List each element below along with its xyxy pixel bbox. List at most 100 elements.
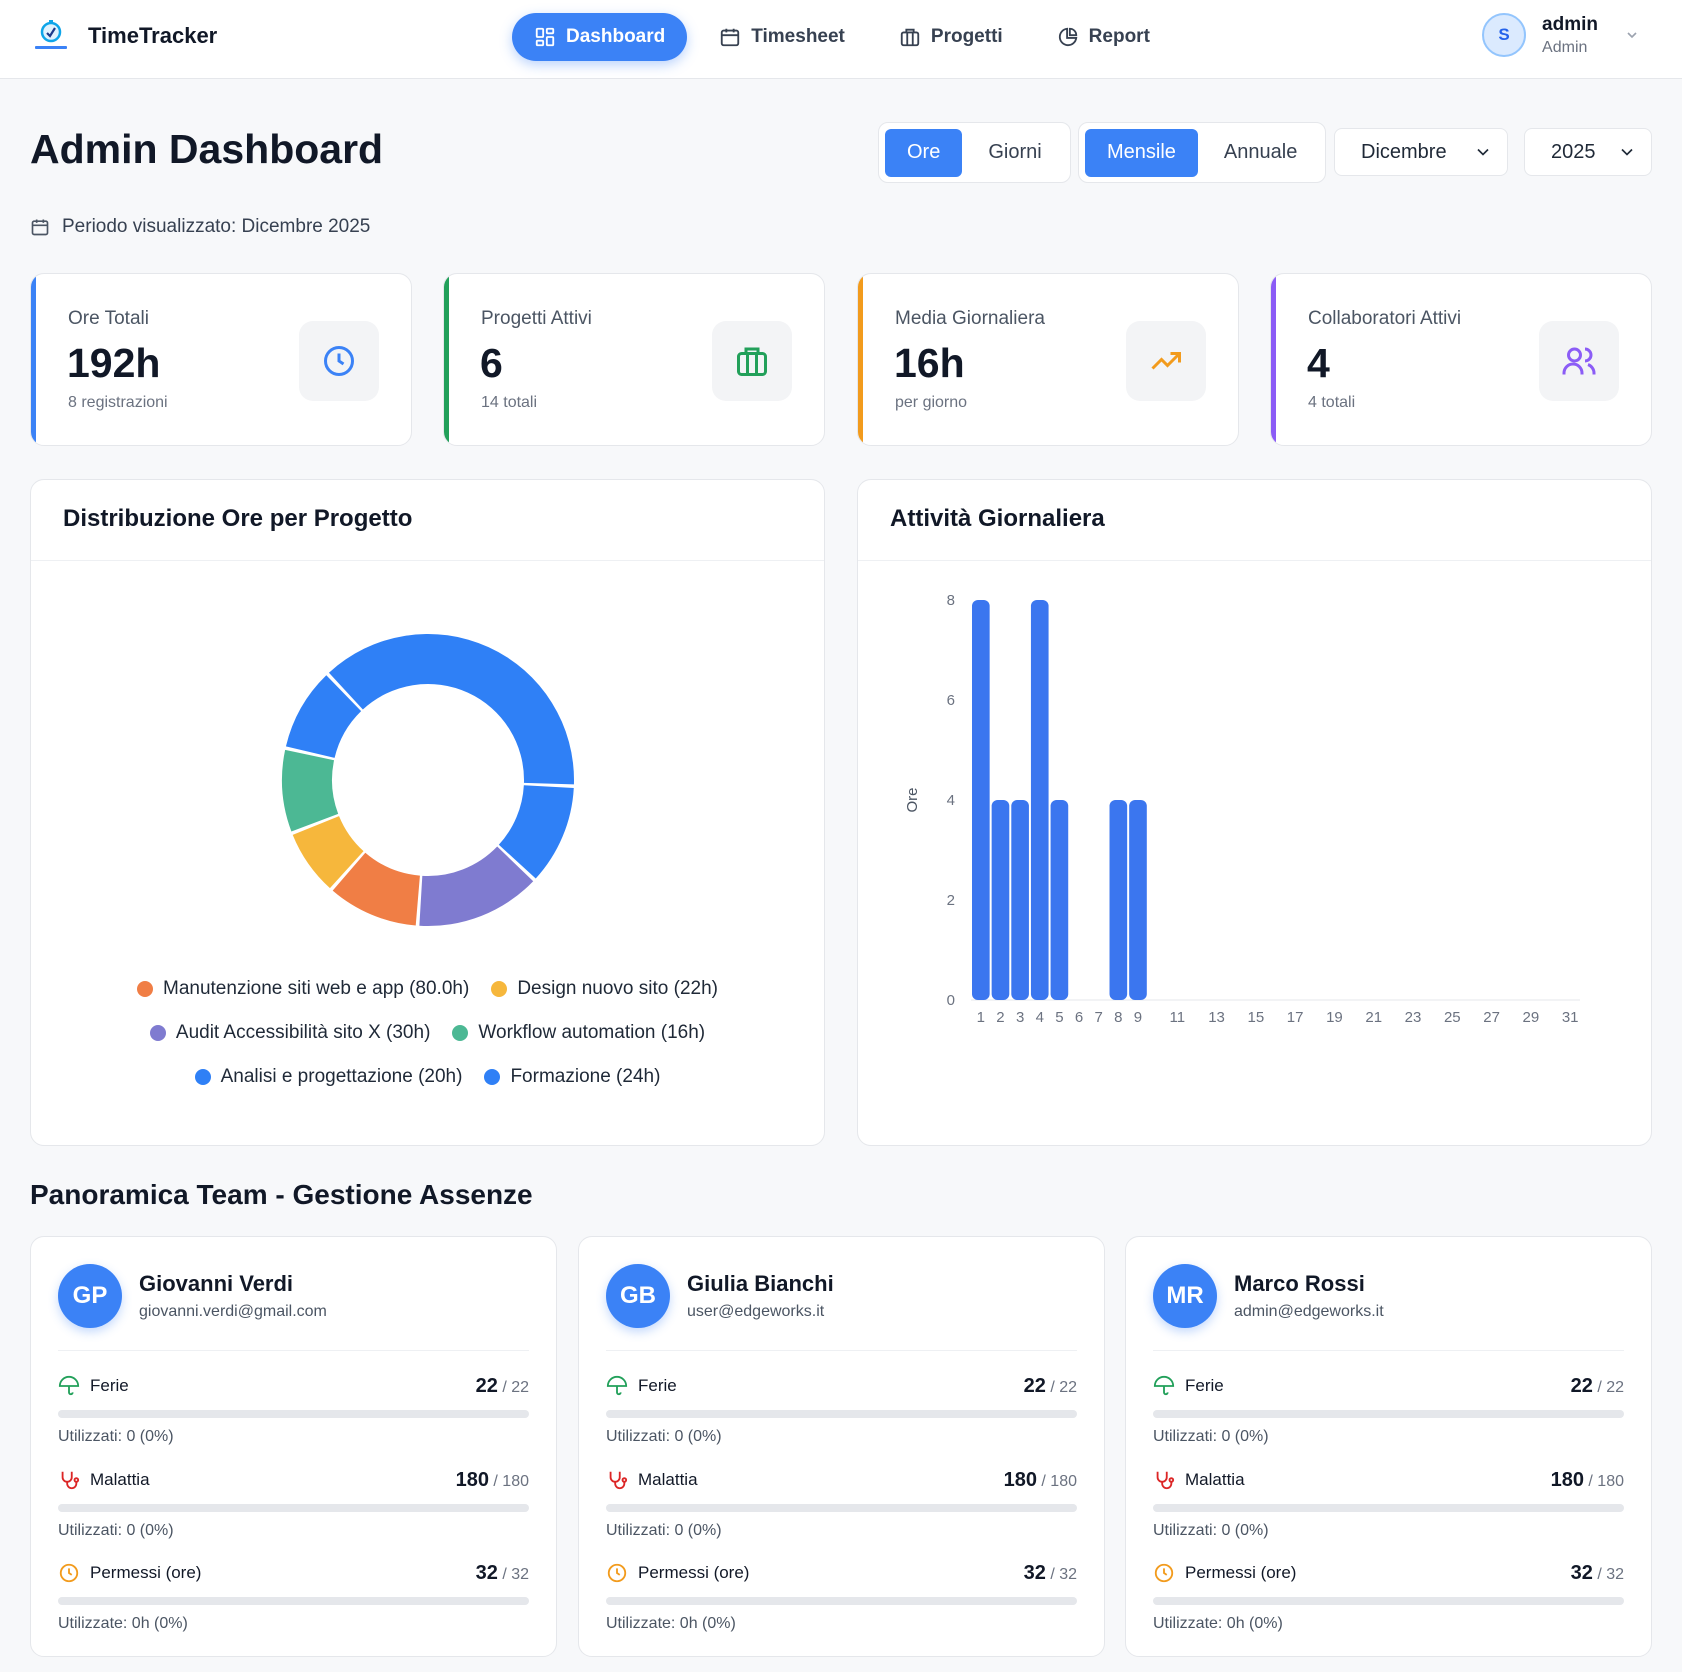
bar[interactable] [1109,800,1128,1000]
member-email: giovanni.verdi@gmail.com [139,1303,327,1320]
bar[interactable] [1011,800,1029,1000]
x-tick-label: 23 [1405,1009,1422,1026]
chevron-down-icon [1621,148,1633,156]
donut-slice[interactable] [328,634,574,785]
stat-label: Collaboratori Attivi [1308,308,1462,329]
avatar: GB [606,1264,670,1328]
app-name: TimeTracker [88,23,218,48]
donut-slice[interactable] [282,749,339,832]
absence-progress [1153,1410,1624,1418]
legend-item[interactable]: Formazione (24h) [484,1066,660,1088]
clock-icon [1154,1563,1174,1583]
toggle-mensile[interactable]: Mensile [1085,128,1198,177]
y-axis-label: Ore [904,787,921,812]
absence-progress [58,1504,529,1512]
absence-progress [606,1410,1077,1418]
legend-label: Workflow automation (16h) [478,1022,706,1043]
x-tick-label: 9 [1134,1009,1142,1026]
legend-row: Manutenzione siti web e app (80.0h) Desi… [137,978,718,1000]
donut-slice[interactable] [292,816,364,889]
year-select[interactable]: 2025 [1524,128,1652,176]
users-icon [1539,321,1619,401]
stat-card-ore-totali: Ore Totali 192h 8 registrazioni [30,273,412,446]
member-email: user@edgeworks.it [687,1303,825,1320]
absence-total: / 180 [1588,1472,1624,1490]
team-member-card: GB Giulia Bianchi user@edgeworks.it Feri… [578,1236,1105,1657]
donut-slice[interactable] [285,675,362,758]
stat-card-progetti-attivi: Progetti Attivi 6 14 totali [443,273,825,446]
legend-item[interactable]: Analisi e progettazione (20h) [194,1066,463,1088]
bar[interactable] [972,600,990,1000]
absence-label: Ferie [58,1375,129,1397]
donut-slice[interactable] [332,852,420,926]
absence-used: Utilizzati: 0 (0%) [1153,1428,1269,1445]
absence-total: / 32 [502,1565,529,1583]
nav-report[interactable]: Report [1035,13,1172,61]
absence-total: / 180 [493,1472,529,1490]
legend-item[interactable]: Design nuovo sito (22h) [491,978,718,1000]
absence-label-text: Malattia [1185,1470,1245,1489]
absence-count: 180 / 180 [1004,1469,1077,1492]
bar[interactable] [991,800,1010,1000]
absence-label: Ferie [1153,1375,1224,1397]
bar[interactable] [1050,800,1069,1000]
stat-card-media-giornaliera: Media Giornaliera 16h per giorno [857,273,1239,446]
toggle-giorni[interactable]: Giorni [988,141,1042,163]
brand[interactable]: TimeTracker [32,18,217,54]
absence-label: Malattia [1153,1469,1245,1491]
toggle-ore[interactable]: Ore [885,128,963,177]
legend-label: Analisi e progettazione (20h) [220,1066,463,1087]
divider [606,1350,1077,1351]
user-role: Admin [1542,38,1588,56]
absence-progress [606,1504,1077,1512]
absence-total: / 22 [1050,1378,1077,1396]
stethoscope-icon [1156,1471,1175,1490]
bar[interactable] [1129,800,1147,1000]
stat-label: Progetti Attivi [481,308,592,329]
legend-item[interactable]: Audit Accessibilità sito X (30h) [149,1022,430,1044]
briefcase-icon [900,28,920,47]
user-menu[interactable]: S admin Admin [1482,13,1640,57]
absence-remaining: 180 [1003,1468,1037,1491]
absence-remaining: 22 [475,1374,498,1397]
umbrella-icon [1153,1375,1175,1396]
month-select[interactable]: Dicembre [1334,128,1508,176]
page-title: Admin Dashboard [30,126,384,172]
legend-dot [137,981,153,997]
team-member-card: MR Marco Rossi admin@edgeworks.it Ferie 2… [1125,1236,1652,1657]
donut-legend: Manutenzione siti web e app (80.0h) Desi… [31,978,824,1088]
year-select-value: 2025 [1551,140,1596,163]
month-select-value: Dicembre [1361,140,1447,163]
absence-remaining: 32 [475,1561,498,1584]
x-tick-label: 31 [1562,1009,1579,1026]
divider [58,1350,529,1351]
y-tick-label: 4 [947,792,955,809]
x-tick-label: 1 [977,1009,985,1026]
y-tick-label: 0 [947,992,955,1009]
nav-timesheet[interactable]: Timesheet [697,13,867,61]
stat-label: Media Giornaliera [895,308,1045,329]
absence-label: Permessi (ore) [606,1562,749,1584]
x-tick-label: 19 [1326,1009,1343,1026]
bar[interactable] [1030,600,1049,1000]
panel-title: Distribuzione Ore per Progetto [63,505,413,532]
nav-dashboard[interactable]: Dashboard [512,13,688,61]
absence-permessi: Permessi (ore) 32 / 32 Utilizzate: 0h (0%… [58,1561,529,1641]
absence-remaining: 32 [1570,1561,1593,1584]
donut-slice[interactable] [419,846,534,926]
absence-used: Utilizzati: 0 (0%) [58,1522,174,1539]
absence-label-text: Ferie [90,1376,129,1395]
legend-item[interactable]: Manutenzione siti web e app (80.0h) [137,978,469,1000]
absence-remaining: 180 [1550,1468,1584,1491]
nav-progetti[interactable]: Progetti [877,13,1025,61]
legend-item[interactable]: Workflow automation (16h) [452,1022,705,1044]
legend-dot [194,1069,211,1085]
donut-slice[interactable] [498,785,574,879]
member-email: admin@edgeworks.it [1234,1303,1384,1320]
absence-label: Malattia [606,1469,698,1491]
toggle-annuale[interactable]: Annuale [1223,141,1298,163]
legend-dot [484,1069,501,1085]
absence-malattia: Malattia 180 / 180 Utilizzati: 0 (0%) [606,1468,1077,1548]
absence-count: 22 / 22 [1571,1375,1624,1398]
absence-ferie: Ferie 22 / 22 Utilizzati: 0 (0%) [1153,1374,1624,1454]
